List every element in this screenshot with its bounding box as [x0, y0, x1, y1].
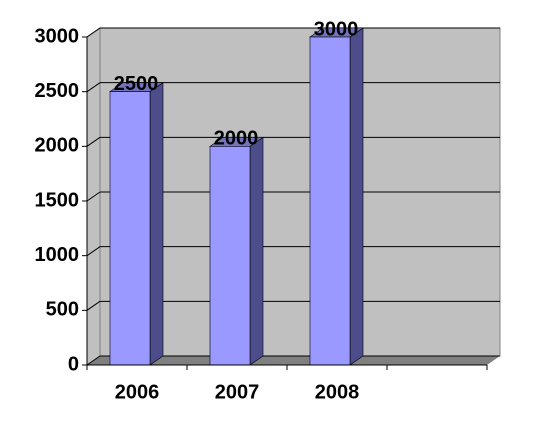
- bar-side: [349, 27, 364, 366]
- y-tick-label: 1000: [35, 244, 80, 266]
- bar: [209, 146, 251, 366]
- x-tick-label: 2006: [115, 381, 160, 403]
- value-label: 2000: [214, 128, 259, 150]
- y-tick-label: 3000: [35, 25, 80, 47]
- bar: [309, 36, 351, 366]
- grid-line-side: [86, 191, 101, 202]
- marks: [109, 27, 364, 366]
- y-tick-label: 2000: [35, 135, 80, 157]
- bar: [109, 91, 151, 366]
- value-label: 2500: [114, 73, 159, 95]
- floor: [87, 356, 500, 365]
- bar-side: [249, 136, 264, 366]
- value-label: 3000: [314, 18, 359, 40]
- y-tick-label: 0: [68, 353, 79, 375]
- y-tick-label: 2500: [35, 80, 80, 102]
- grid-line-side: [86, 355, 101, 366]
- grid-line-side: [86, 246, 101, 257]
- bar-side: [149, 82, 164, 366]
- x-tick-label: 2008: [315, 381, 360, 403]
- x-tick-label: 2007: [215, 381, 260, 403]
- grid-line-side: [86, 300, 101, 311]
- grid-line-side: [86, 82, 101, 93]
- grid: [86, 27, 500, 366]
- grid-line-side: [86, 136, 101, 147]
- grid-line-side: [86, 27, 101, 38]
- y-tick-label: 1500: [35, 189, 80, 211]
- y-tick-label: 500: [46, 299, 79, 321]
